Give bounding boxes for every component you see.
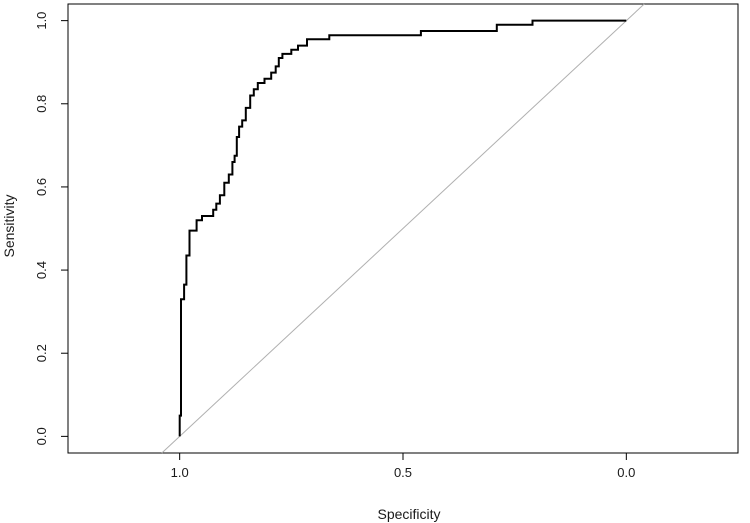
y-tick-label: 0.8 <box>34 95 49 113</box>
x-axis: 1.0 0.5 0.0 <box>171 453 635 480</box>
y-tick-label: 0.2 <box>34 344 49 362</box>
x-tick-label: 0.5 <box>394 465 412 480</box>
roc-curve-line <box>178 19 627 437</box>
y-tick-label: 0.0 <box>34 427 49 445</box>
series-layer <box>178 19 627 437</box>
y-tick-label: 0.6 <box>34 178 49 196</box>
x-tick-label: 1.0 <box>171 465 189 480</box>
y-tick-label: 1.0 <box>34 12 49 30</box>
x-axis-title: Specificity <box>377 506 440 522</box>
y-axis: 0.0 0.2 0.4 0.6 0.8 1.0 <box>34 12 68 445</box>
reference-line-layer <box>161 3 645 454</box>
y-axis-title: Sensitivity <box>1 194 17 257</box>
y-tick-label: 0.4 <box>34 261 49 279</box>
reference-diagonal-line <box>161 3 645 454</box>
x-tick-label: 0.0 <box>617 465 635 480</box>
